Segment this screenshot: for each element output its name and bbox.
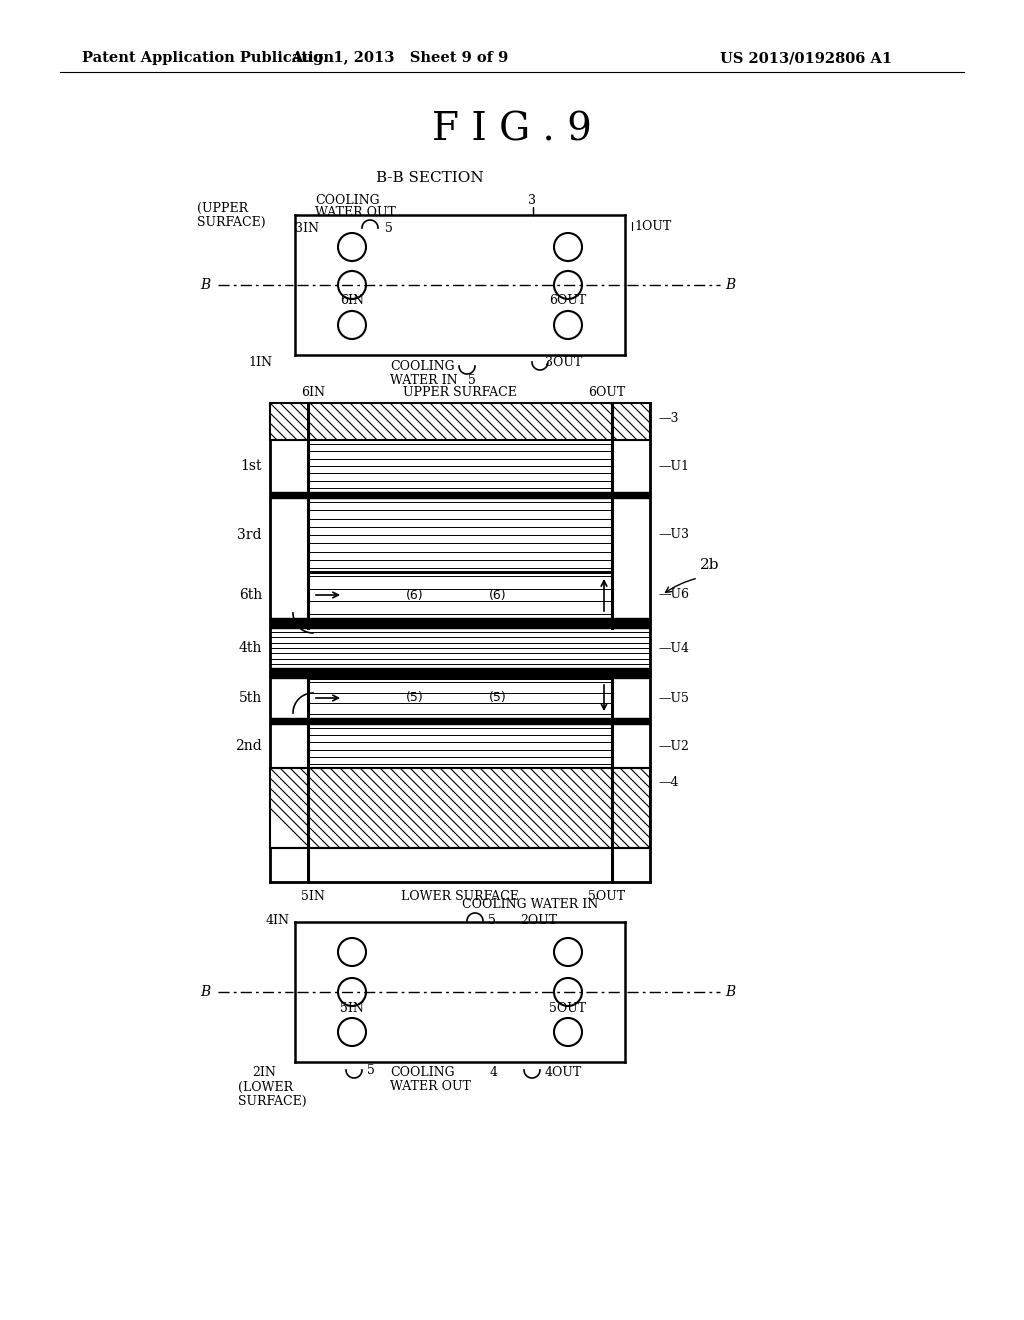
Text: —U1: —U1: [658, 459, 689, 473]
Text: 5IN: 5IN: [301, 890, 325, 903]
Text: COOLING: COOLING: [390, 359, 455, 372]
Text: —U4: —U4: [658, 642, 689, 655]
Text: 4th: 4th: [239, 642, 262, 655]
Text: 3OUT: 3OUT: [545, 355, 583, 368]
Text: SURFACE): SURFACE): [238, 1094, 306, 1107]
Text: B-B SECTION: B-B SECTION: [376, 172, 483, 185]
Text: COOLING: COOLING: [390, 1065, 455, 1078]
Text: —U6: —U6: [658, 589, 689, 602]
Text: WATER IN: WATER IN: [390, 374, 458, 387]
Text: 5OUT: 5OUT: [589, 890, 626, 903]
Text: 5: 5: [367, 1064, 375, 1077]
Text: B: B: [200, 985, 210, 999]
Text: 5: 5: [468, 374, 476, 387]
Text: US 2013/0192806 A1: US 2013/0192806 A1: [720, 51, 892, 65]
Text: —4: —4: [658, 776, 679, 789]
Text: COOLING: COOLING: [315, 194, 380, 206]
Text: Patent Application Publication: Patent Application Publication: [82, 51, 334, 65]
Text: F I G . 9: F I G . 9: [432, 111, 592, 149]
Text: WATER OUT: WATER OUT: [390, 1080, 471, 1093]
Text: WATER OUT: WATER OUT: [315, 206, 396, 219]
Text: 1IN: 1IN: [248, 356, 272, 370]
Text: 3IN: 3IN: [295, 222, 319, 235]
Text: Aug. 1, 2013   Sheet 9 of 9: Aug. 1, 2013 Sheet 9 of 9: [292, 51, 509, 65]
Text: 6th: 6th: [239, 587, 262, 602]
Text: B: B: [200, 279, 210, 292]
Text: B: B: [725, 985, 735, 999]
Text: 6OUT: 6OUT: [589, 387, 626, 400]
Text: 6OUT: 6OUT: [549, 293, 587, 306]
Text: 5: 5: [488, 913, 496, 927]
Text: (UPPER: (UPPER: [197, 202, 248, 214]
Text: 6IN: 6IN: [340, 293, 364, 306]
Text: COOLING WATER IN: COOLING WATER IN: [462, 898, 598, 911]
Bar: [270, 403, 650, 440]
Text: 2OUT: 2OUT: [520, 913, 557, 927]
Text: B: B: [725, 279, 735, 292]
Text: 4IN: 4IN: [266, 913, 290, 927]
Text: 6IN: 6IN: [301, 387, 325, 400]
Text: (5): (5): [489, 692, 507, 705]
Bar: [270, 768, 650, 847]
Text: —U2: —U2: [658, 739, 689, 752]
Text: 2IN: 2IN: [252, 1065, 275, 1078]
Text: (5): (5): [407, 692, 424, 705]
Text: UPPER SURFACE: UPPER SURFACE: [403, 387, 517, 400]
Text: SURFACE): SURFACE): [197, 215, 265, 228]
Text: 3: 3: [528, 194, 536, 206]
Text: —3: —3: [658, 412, 679, 425]
Text: 5th: 5th: [239, 690, 262, 705]
Text: 1st: 1st: [241, 459, 262, 473]
Text: 5: 5: [385, 222, 393, 235]
Text: —U3: —U3: [658, 528, 689, 541]
Text: —U5: —U5: [658, 692, 689, 705]
Text: LOWER SURFACE: LOWER SURFACE: [401, 890, 519, 903]
Text: (LOWER: (LOWER: [238, 1081, 293, 1093]
Text: 5IN: 5IN: [340, 1002, 364, 1015]
Text: 4: 4: [490, 1065, 498, 1078]
Text: (6): (6): [407, 589, 424, 602]
Text: 5OUT: 5OUT: [550, 1002, 587, 1015]
Text: 1OUT: 1OUT: [634, 219, 672, 232]
Text: 2b: 2b: [700, 558, 720, 572]
Text: 3rd: 3rd: [238, 528, 262, 543]
Text: 4OUT: 4OUT: [545, 1065, 583, 1078]
Text: (6): (6): [489, 589, 507, 602]
Text: 2nd: 2nd: [236, 739, 262, 752]
